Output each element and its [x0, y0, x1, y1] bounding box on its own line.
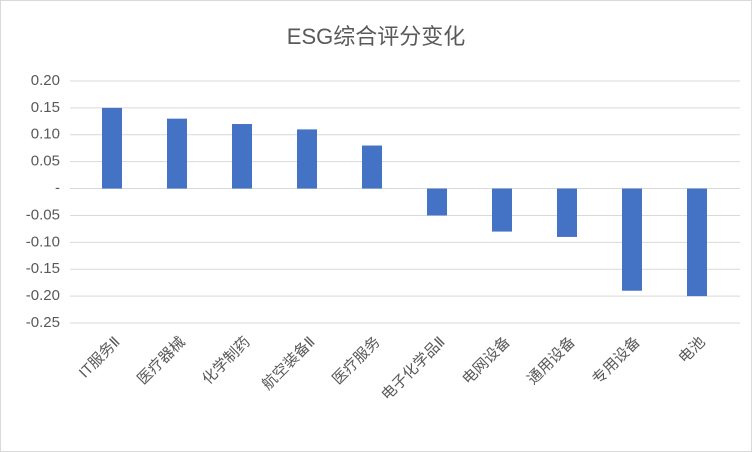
bar	[232, 124, 252, 189]
y-tick-label: -0.20	[26, 287, 60, 304]
bar	[687, 188, 707, 297]
bar	[167, 118, 187, 189]
y-tick-label: -0.10	[26, 233, 60, 250]
bar	[427, 188, 447, 216]
bar	[297, 129, 317, 189]
bar	[492, 188, 512, 232]
y-tick-label: 0.10	[31, 126, 60, 143]
y-tick-label: -	[55, 180, 60, 197]
y-tick-label: 0.20	[31, 72, 60, 89]
y-tick-label: 0.05	[31, 153, 60, 170]
y-tick-label: -0.25	[26, 314, 60, 331]
bar	[362, 145, 382, 189]
y-tick-label: -0.15	[26, 260, 60, 277]
chart-title: ESG综合评分变化	[287, 24, 465, 49]
bar	[102, 107, 122, 189]
bar	[622, 188, 642, 291]
bar	[557, 188, 577, 237]
y-tick-label: -0.05	[26, 206, 60, 223]
y-tick-label: 0.15	[31, 99, 60, 116]
